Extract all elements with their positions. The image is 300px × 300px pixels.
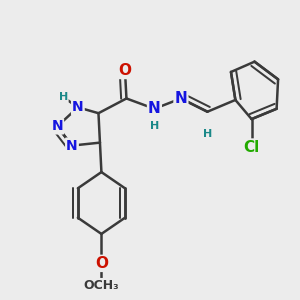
Text: N: N	[72, 100, 84, 114]
Text: N: N	[51, 119, 63, 134]
Text: H: H	[58, 92, 68, 102]
Text: OCH₃: OCH₃	[84, 279, 119, 292]
Text: H: H	[150, 122, 159, 131]
Text: N: N	[66, 139, 78, 153]
Text: O: O	[118, 63, 131, 78]
Text: N: N	[175, 91, 187, 106]
Text: O: O	[95, 256, 108, 271]
Text: H: H	[203, 129, 212, 139]
Text: Cl: Cl	[244, 140, 260, 154]
Text: N: N	[148, 101, 161, 116]
